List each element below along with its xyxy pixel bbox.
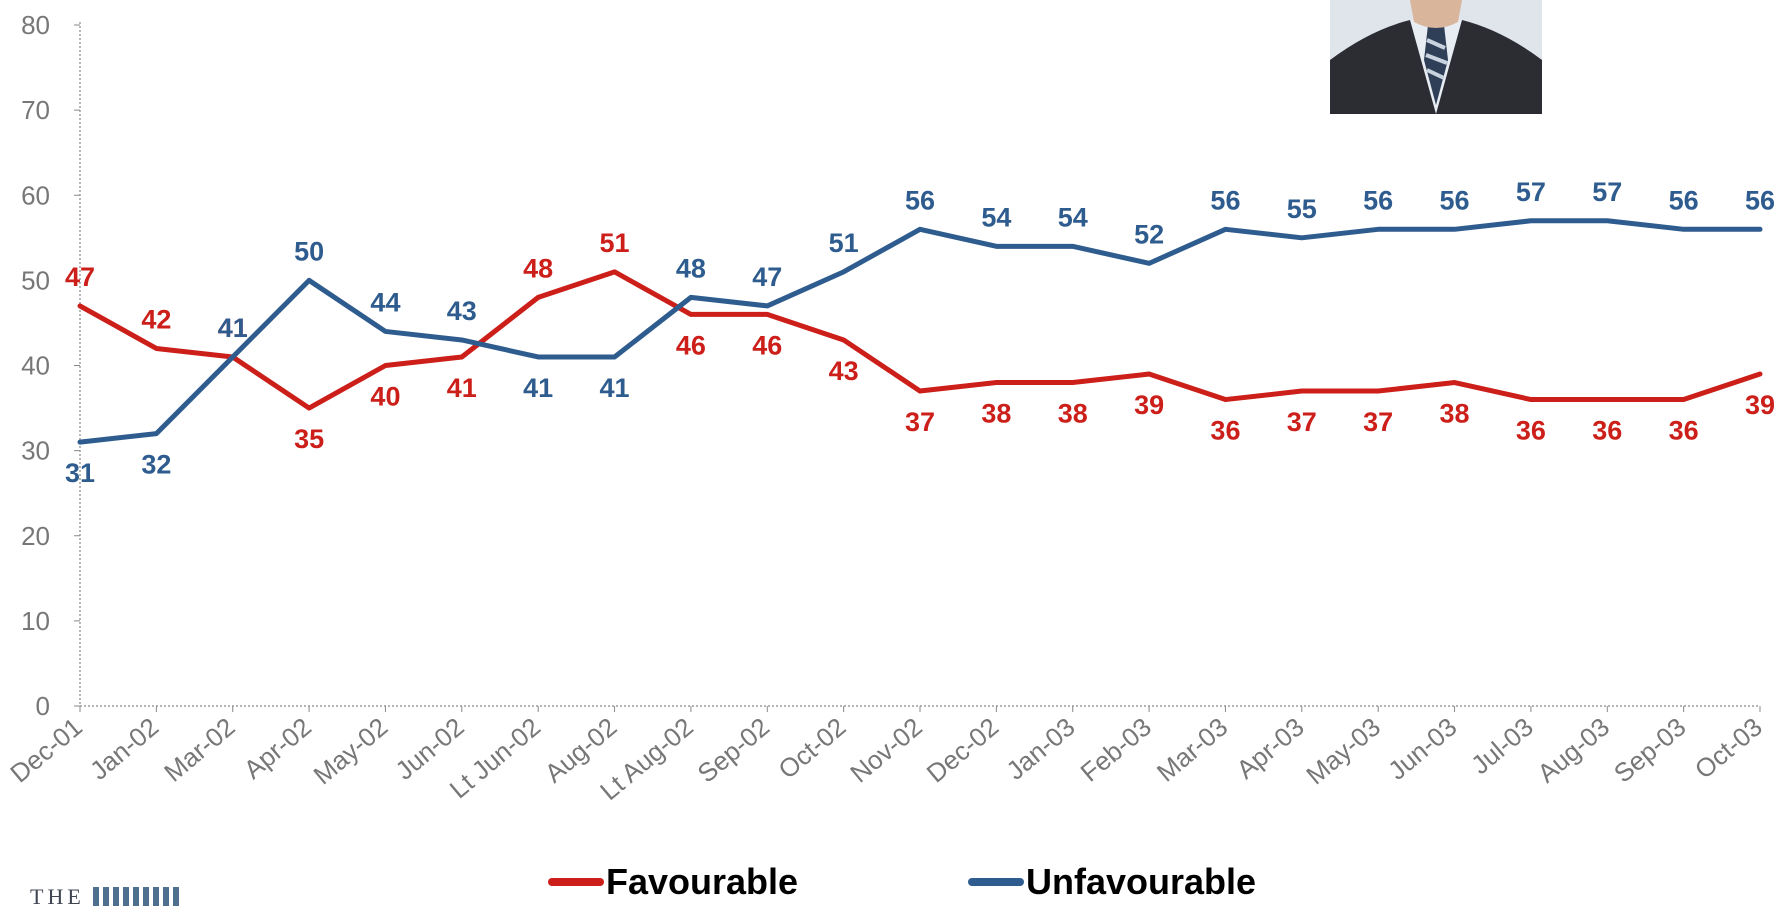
person-photo-icon bbox=[1330, 0, 1542, 114]
data-label-favourable: 38 bbox=[1440, 399, 1470, 429]
legend-item-favourable: Favourable bbox=[548, 862, 798, 902]
logo: THE bbox=[30, 884, 183, 910]
data-label-unfavourable: 32 bbox=[141, 450, 171, 480]
data-label-favourable: 37 bbox=[1287, 407, 1317, 437]
data-label-unfavourable: 56 bbox=[1210, 185, 1240, 215]
data-label-favourable: 39 bbox=[1745, 390, 1775, 420]
data-label-unfavourable: 56 bbox=[905, 185, 935, 215]
y-tick-label: 60 bbox=[21, 180, 50, 210]
y-tick-label: 80 bbox=[21, 10, 50, 40]
x-tick-label: Jul-03 bbox=[1465, 712, 1539, 781]
x-tick-label: Sep-02 bbox=[692, 712, 776, 789]
data-label-favourable: 37 bbox=[1363, 407, 1393, 437]
x-tick-label: Aug-03 bbox=[1532, 712, 1616, 789]
x-tick-label: Nov-02 bbox=[844, 712, 927, 789]
data-label-favourable: 47 bbox=[65, 262, 95, 292]
x-tick-label: Sep-03 bbox=[1608, 712, 1692, 789]
series-line-unfavourable bbox=[77, 218, 1763, 445]
data-label-unfavourable: 57 bbox=[1516, 177, 1546, 207]
data-label-unfavourable: 55 bbox=[1287, 194, 1317, 224]
data-label-unfavourable: 54 bbox=[1058, 202, 1088, 232]
data-label-favourable: 36 bbox=[1516, 416, 1546, 446]
data-label-favourable: 51 bbox=[600, 228, 630, 258]
data-label-unfavourable: 56 bbox=[1745, 185, 1775, 215]
y-tick-label: 20 bbox=[21, 521, 50, 551]
data-label-favourable: 39 bbox=[1134, 390, 1164, 420]
data-label-unfavourable: 56 bbox=[1669, 185, 1699, 215]
data-label-unfavourable: 56 bbox=[1440, 185, 1470, 215]
data-label-favourable: 41 bbox=[218, 313, 248, 343]
x-tick-label: Jun-03 bbox=[1382, 712, 1462, 786]
data-label-unfavourable: 52 bbox=[1134, 219, 1164, 249]
x-tick-label: Oct-02 bbox=[772, 712, 851, 785]
data-label-favourable: 40 bbox=[370, 382, 400, 412]
x-tick-label: Oct-03 bbox=[1689, 712, 1768, 785]
data-label-unfavourable: 56 bbox=[1363, 185, 1393, 215]
data-label-unfavourable: 31 bbox=[65, 458, 95, 488]
y-tick-label: 50 bbox=[21, 265, 50, 295]
legend-swatch-favourable bbox=[548, 878, 604, 886]
data-label-unfavourable: 44 bbox=[370, 287, 400, 317]
data-label-unfavourable: 50 bbox=[294, 236, 324, 266]
data-label-favourable: 35 bbox=[294, 424, 324, 454]
data-label-favourable: 42 bbox=[141, 304, 171, 334]
x-tick-label: Jan-02 bbox=[84, 712, 164, 786]
data-label-unfavourable: 41 bbox=[218, 313, 248, 343]
x-tick-label: Apr-02 bbox=[238, 712, 317, 785]
legend-item-unfavourable: Unfavourable bbox=[968, 862, 1256, 902]
logo-text: THE bbox=[30, 884, 85, 909]
data-label-favourable: 41 bbox=[447, 373, 477, 403]
legend-label-favourable: Favourable bbox=[606, 861, 799, 902]
x-tick-label: Apr-03 bbox=[1231, 712, 1310, 785]
legend-swatch-unfavourable bbox=[968, 878, 1024, 886]
data-label-favourable: 36 bbox=[1210, 416, 1240, 446]
x-tick-label: Mar-02 bbox=[158, 712, 240, 788]
data-label-favourable: 46 bbox=[676, 330, 706, 360]
data-label-favourable: 46 bbox=[752, 330, 782, 360]
data-label-unfavourable: 54 bbox=[981, 202, 1011, 232]
x-tick-label: May-02 bbox=[308, 712, 394, 791]
x-tick-label: Feb-03 bbox=[1075, 712, 1157, 788]
data-label-unfavourable: 41 bbox=[600, 373, 630, 403]
data-label-unfavourable: 43 bbox=[447, 296, 477, 326]
data-label-unfavourable: 47 bbox=[752, 262, 782, 292]
data-label-favourable: 36 bbox=[1592, 416, 1622, 446]
x-tick-label: Jan-03 bbox=[1000, 712, 1080, 786]
data-label-favourable: 38 bbox=[1058, 399, 1088, 429]
data-label-favourable: 43 bbox=[829, 356, 859, 386]
data-label-unfavourable: 48 bbox=[676, 253, 706, 283]
person-photo bbox=[1330, 0, 1542, 114]
data-label-unfavourable: 41 bbox=[523, 373, 553, 403]
data-label-favourable: 48 bbox=[523, 253, 553, 283]
y-tick-label: 40 bbox=[21, 351, 50, 381]
series-line-favourable bbox=[77, 269, 1763, 411]
data-label-favourable: 38 bbox=[981, 399, 1011, 429]
logo-mark bbox=[92, 887, 183, 906]
y-tick-label: 10 bbox=[21, 606, 50, 636]
y-tick-label: 0 bbox=[36, 691, 50, 721]
y-tick-label: 30 bbox=[21, 436, 50, 466]
x-tick-label: Dec-01 bbox=[4, 712, 87, 789]
data-label-favourable: 36 bbox=[1669, 416, 1699, 446]
x-tick-label: Dec-02 bbox=[921, 712, 1004, 789]
data-label-favourable: 37 bbox=[905, 407, 935, 437]
x-tick-label: Mar-03 bbox=[1151, 712, 1233, 788]
legend-label-unfavourable: Unfavourable bbox=[1026, 861, 1257, 902]
data-label-unfavourable: 57 bbox=[1592, 177, 1622, 207]
data-label-unfavourable: 51 bbox=[829, 228, 859, 258]
y-tick-label: 70 bbox=[21, 95, 50, 125]
x-tick-label: May-03 bbox=[1300, 712, 1386, 791]
